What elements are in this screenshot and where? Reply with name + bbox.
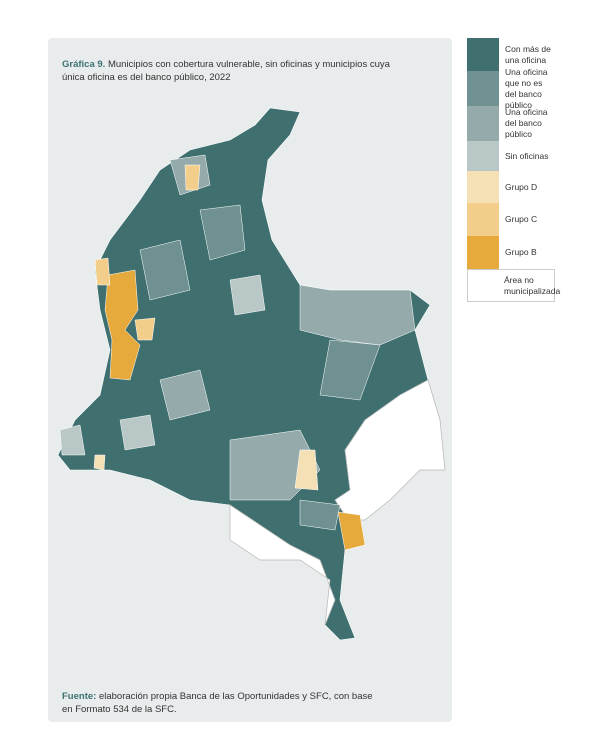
legend-item: Una oficina que no es del banco público (467, 67, 555, 110)
legend-label: Área no municipalizada (504, 274, 561, 296)
legend-item: Grupo B (467, 236, 555, 269)
legend-label: Una oficina que no es del banco público (505, 66, 548, 110)
legend-item: Grupo C (467, 203, 555, 236)
legend-swatch (468, 270, 498, 301)
legend-label: Sin oficinas (505, 150, 549, 161)
source-lead: Fuente: (62, 691, 97, 702)
legend-swatch (467, 141, 499, 171)
source-text: elaboración propia Banca de las Oportuni… (62, 691, 373, 715)
grupo-b-area (104, 269, 366, 551)
region-sin-oficinas-light (59, 274, 266, 456)
legend-swatch (467, 203, 499, 236)
legend-swatch (467, 236, 499, 269)
legend-label: Grupo D (505, 181, 538, 192)
legend-item: Grupo D (467, 171, 555, 203)
legend-swatch (467, 38, 499, 71)
legend-label: Con más de una oficina (505, 43, 551, 65)
grupo-c-area (94, 164, 201, 341)
title-text: Municipios con cobertura vulnerable, sin… (62, 59, 390, 83)
legend-label: Una oficina del banco público (505, 107, 548, 139)
legend-label: Grupo B (505, 247, 537, 257)
legend-swatch (467, 71, 499, 106)
map (57, 107, 446, 641)
legend-swatch (467, 171, 499, 203)
legend-item: Sin oficinas (467, 141, 555, 171)
legend: Con más de una oficina Una oficina que no… (467, 38, 561, 302)
legend-swatch (467, 106, 499, 141)
source-note: Fuente: elaboración propia Banca de las … (62, 690, 382, 716)
non-municipalized-area (229, 379, 446, 626)
title-lead: Gráfica 9. (62, 59, 106, 70)
legend-item: Una oficina del banco público (467, 106, 555, 141)
legend-label: Grupo C (505, 214, 538, 224)
map-title: Gráfica 9. Municipios con cobertura vuln… (62, 58, 392, 84)
grupo-d-area (93, 449, 319, 491)
region-una-oficina (139, 204, 381, 531)
legend-item: Área no municipalizada (467, 269, 561, 302)
legend-item: Con más de una oficina (467, 38, 555, 71)
